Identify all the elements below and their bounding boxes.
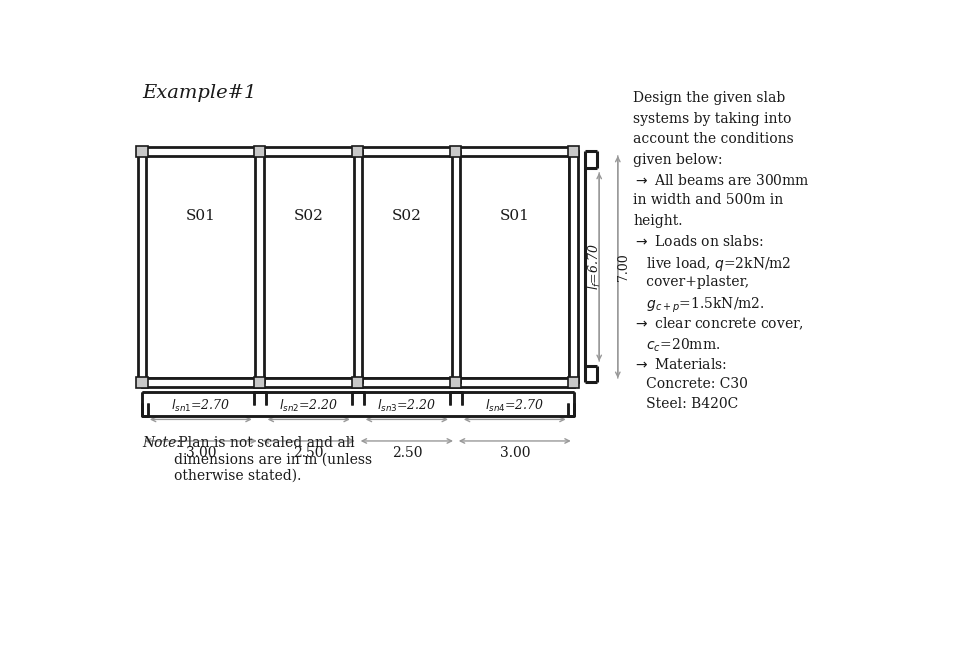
- Text: $l_{sn2}$=2.20: $l_{sn2}$=2.20: [279, 398, 338, 414]
- Text: $l_{sn1}$=2.70: $l_{sn1}$=2.70: [171, 398, 231, 414]
- Text: $l_f$=6.70: $l_f$=6.70: [586, 244, 602, 290]
- Bar: [567, 377, 579, 388]
- Text: Design the given slab: Design the given slab: [632, 91, 785, 105]
- Bar: [142, 378, 573, 387]
- Text: Note:: Note:: [142, 436, 181, 450]
- Bar: [142, 147, 573, 156]
- Text: given below:: given below:: [632, 152, 722, 167]
- Bar: [353, 151, 361, 382]
- Text: 2.50: 2.50: [391, 446, 422, 459]
- Bar: [450, 146, 461, 157]
- Text: $l_{sn4}$=2.70: $l_{sn4}$=2.70: [484, 398, 544, 414]
- Bar: [451, 151, 459, 382]
- Text: $l_{sn3}$=2.20: $l_{sn3}$=2.20: [377, 398, 436, 414]
- Text: S02: S02: [391, 209, 421, 223]
- Text: S01: S01: [500, 209, 530, 223]
- Text: $\rightarrow$ All beams are 300mm: $\rightarrow$ All beams are 300mm: [632, 173, 809, 188]
- Text: S02: S02: [293, 209, 323, 223]
- Text: Plan is not scaled and all
dimensions are in m (unless
otherwise stated).: Plan is not scaled and all dimensions ar…: [174, 436, 372, 483]
- Text: in width and 500m in: in width and 500m in: [632, 193, 783, 207]
- Text: Example#1: Example#1: [142, 84, 256, 101]
- Text: 3.00: 3.00: [499, 446, 530, 459]
- Bar: [352, 146, 363, 157]
- Bar: [136, 146, 147, 157]
- Text: 3.00: 3.00: [185, 446, 216, 459]
- Bar: [567, 146, 579, 157]
- Bar: [137, 151, 146, 382]
- Bar: [254, 377, 265, 388]
- Text: Concrete: C30: Concrete: C30: [632, 377, 748, 391]
- Text: 7.00: 7.00: [616, 253, 629, 281]
- Text: 2.50: 2.50: [293, 446, 324, 459]
- Bar: [256, 151, 263, 382]
- Bar: [146, 156, 569, 378]
- Text: $\rightarrow$ Loads on slabs:: $\rightarrow$ Loads on slabs:: [632, 234, 763, 249]
- Text: height.: height.: [632, 214, 682, 228]
- Text: account the conditions: account the conditions: [632, 132, 793, 146]
- Bar: [450, 377, 461, 388]
- Text: $\rightarrow$ clear concrete cover,: $\rightarrow$ clear concrete cover,: [632, 316, 803, 332]
- Text: $g_{c+p}$=1.5kN/m2.: $g_{c+p}$=1.5kN/m2.: [632, 295, 764, 315]
- Text: $\rightarrow$ Materials:: $\rightarrow$ Materials:: [632, 357, 727, 371]
- Bar: [141, 151, 574, 383]
- Text: S01: S01: [185, 209, 215, 223]
- Bar: [254, 146, 265, 157]
- Text: cover+plaster,: cover+plaster,: [632, 275, 749, 289]
- Text: Steel: B420C: Steel: B420C: [632, 397, 738, 412]
- Bar: [352, 377, 363, 388]
- Bar: [569, 151, 578, 382]
- Text: $c_c$=20mm.: $c_c$=20mm.: [632, 336, 720, 353]
- Polygon shape: [143, 393, 572, 415]
- Text: live load, $q$=2kN/m2: live load, $q$=2kN/m2: [632, 255, 791, 273]
- Text: systems by taking into: systems by taking into: [632, 112, 791, 126]
- Bar: [136, 377, 147, 388]
